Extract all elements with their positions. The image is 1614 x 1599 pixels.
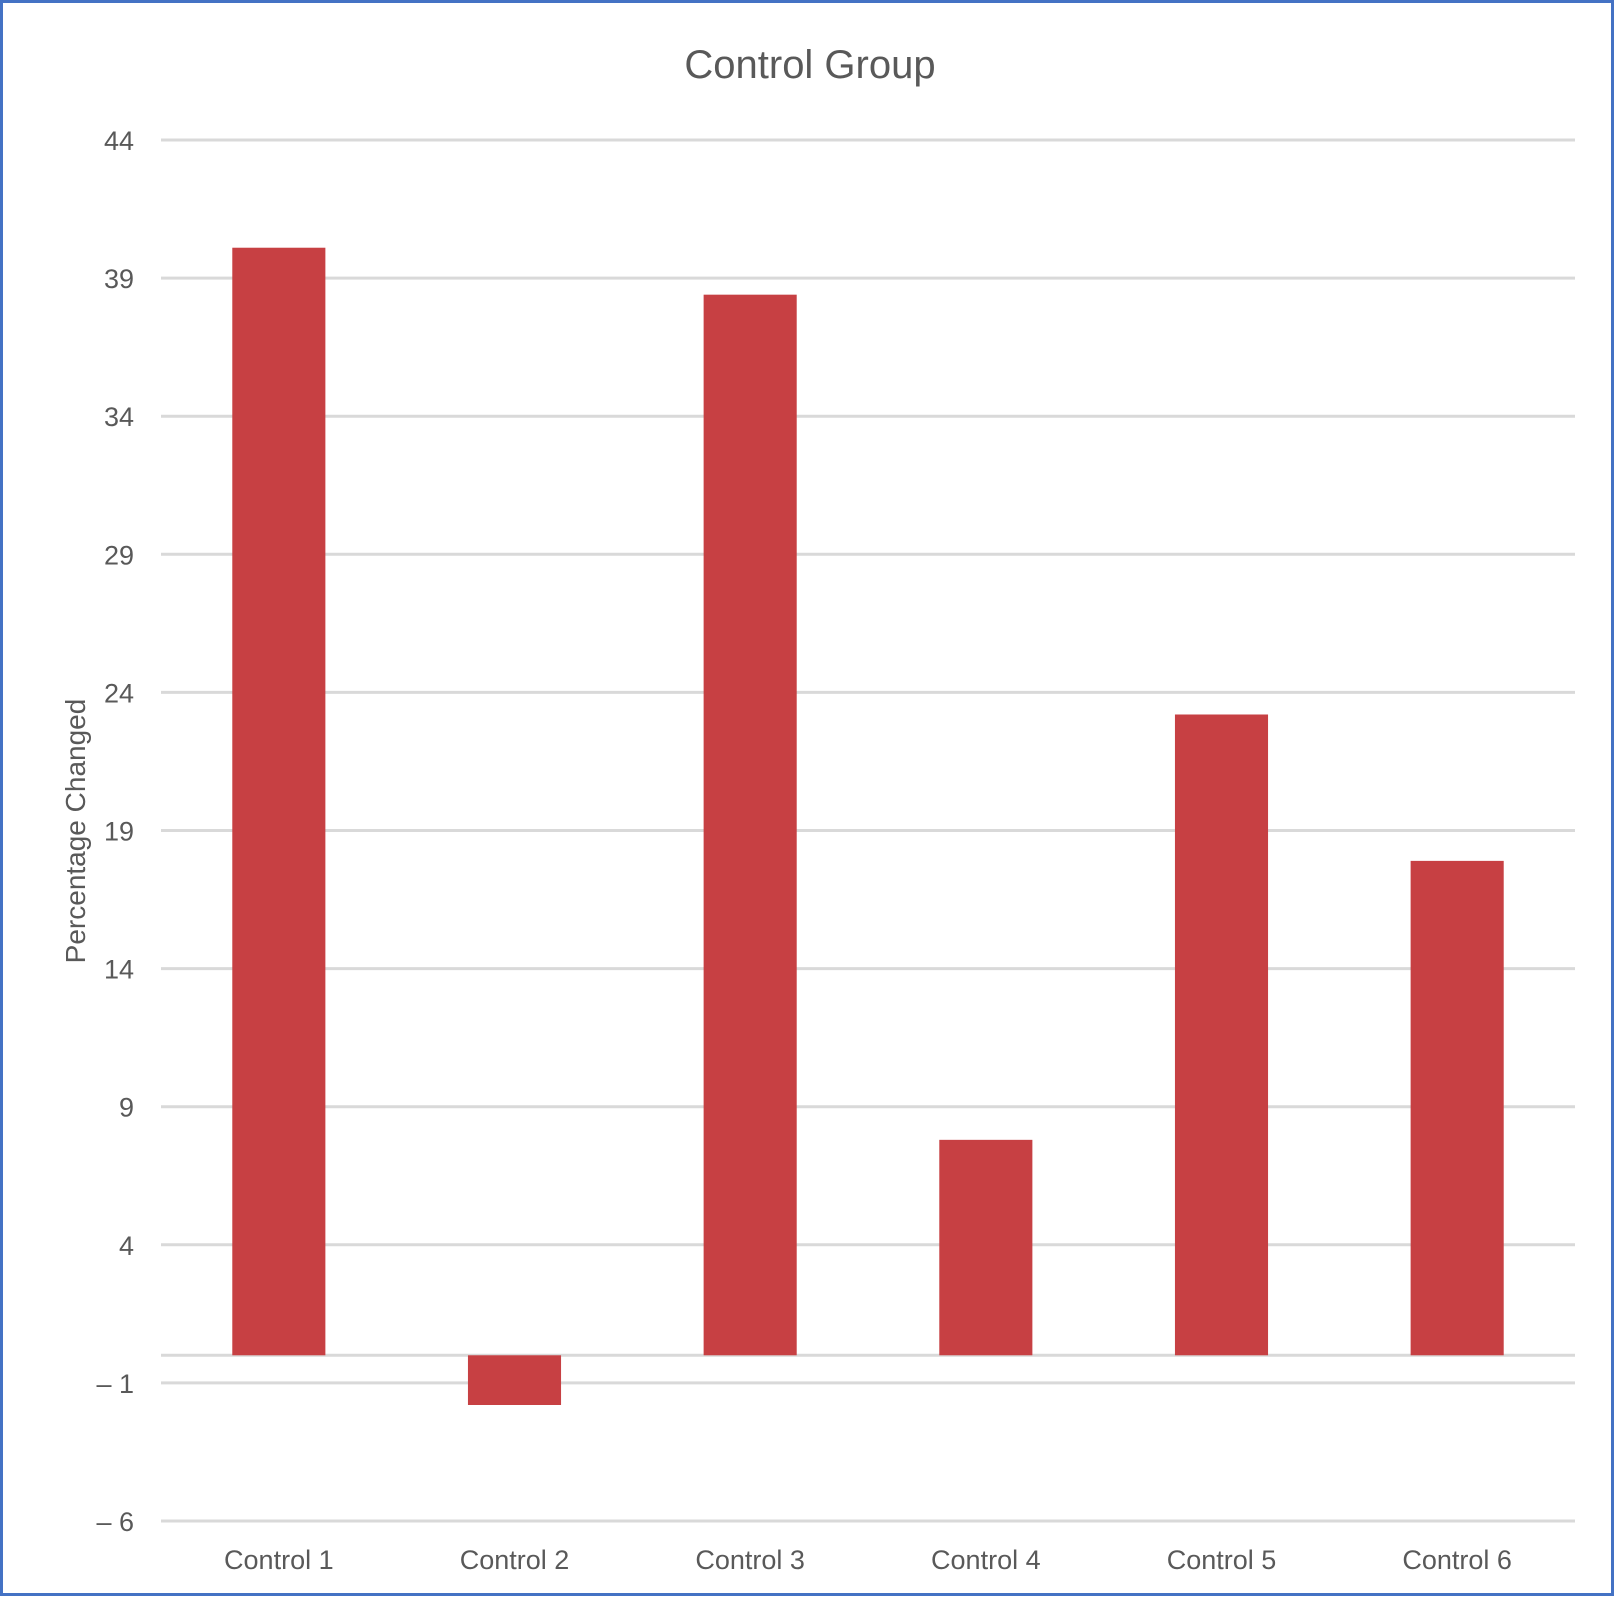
bar-3 xyxy=(703,294,797,1356)
y-tick-label: – 6 xyxy=(96,1507,134,1537)
y-tick-label: 44 xyxy=(104,126,134,156)
y-tick-label: 39 xyxy=(104,264,134,294)
bar-4 xyxy=(939,1139,1033,1356)
y-tick-label: 24 xyxy=(104,678,134,708)
x-category-label: Control 2 xyxy=(460,1545,570,1575)
bar-1 xyxy=(232,247,326,1356)
bar-5 xyxy=(1174,714,1269,1356)
y-tick-label: – 1 xyxy=(96,1369,134,1399)
bar-chart: Control Group Percentage Changed 44 39 34 2… xyxy=(60,43,1575,1575)
x-category-label: Control 5 xyxy=(1167,1545,1277,1575)
y-tick-label: 34 xyxy=(104,402,134,432)
y-axis-title: Percentage Changed xyxy=(60,699,91,964)
x-category-label: Control 1 xyxy=(224,1545,334,1575)
chart-title: Control Group xyxy=(684,43,935,87)
y-tick-label: 9 xyxy=(119,1093,134,1123)
x-category-labels: Control 1 Control 2 Control 3 Control 4 Cont… xyxy=(224,1545,1512,1575)
gridlines xyxy=(161,138,1575,1523)
y-tick-label: 4 xyxy=(119,1231,134,1261)
y-tick-label: 19 xyxy=(104,817,134,847)
bar-6 xyxy=(1410,860,1504,1356)
x-category-label: Control 4 xyxy=(931,1545,1041,1575)
y-tick-label: 29 xyxy=(104,540,134,570)
x-category-label: Control 3 xyxy=(695,1545,805,1575)
x-category-label: Control 6 xyxy=(1402,1545,1512,1575)
y-tick-labels: 44 39 34 29 24 19 14 9 4 – 1 – 6 xyxy=(96,126,134,1537)
bars xyxy=(232,247,1504,1405)
bar-2 xyxy=(467,1355,562,1405)
y-tick-label: 14 xyxy=(104,955,134,985)
